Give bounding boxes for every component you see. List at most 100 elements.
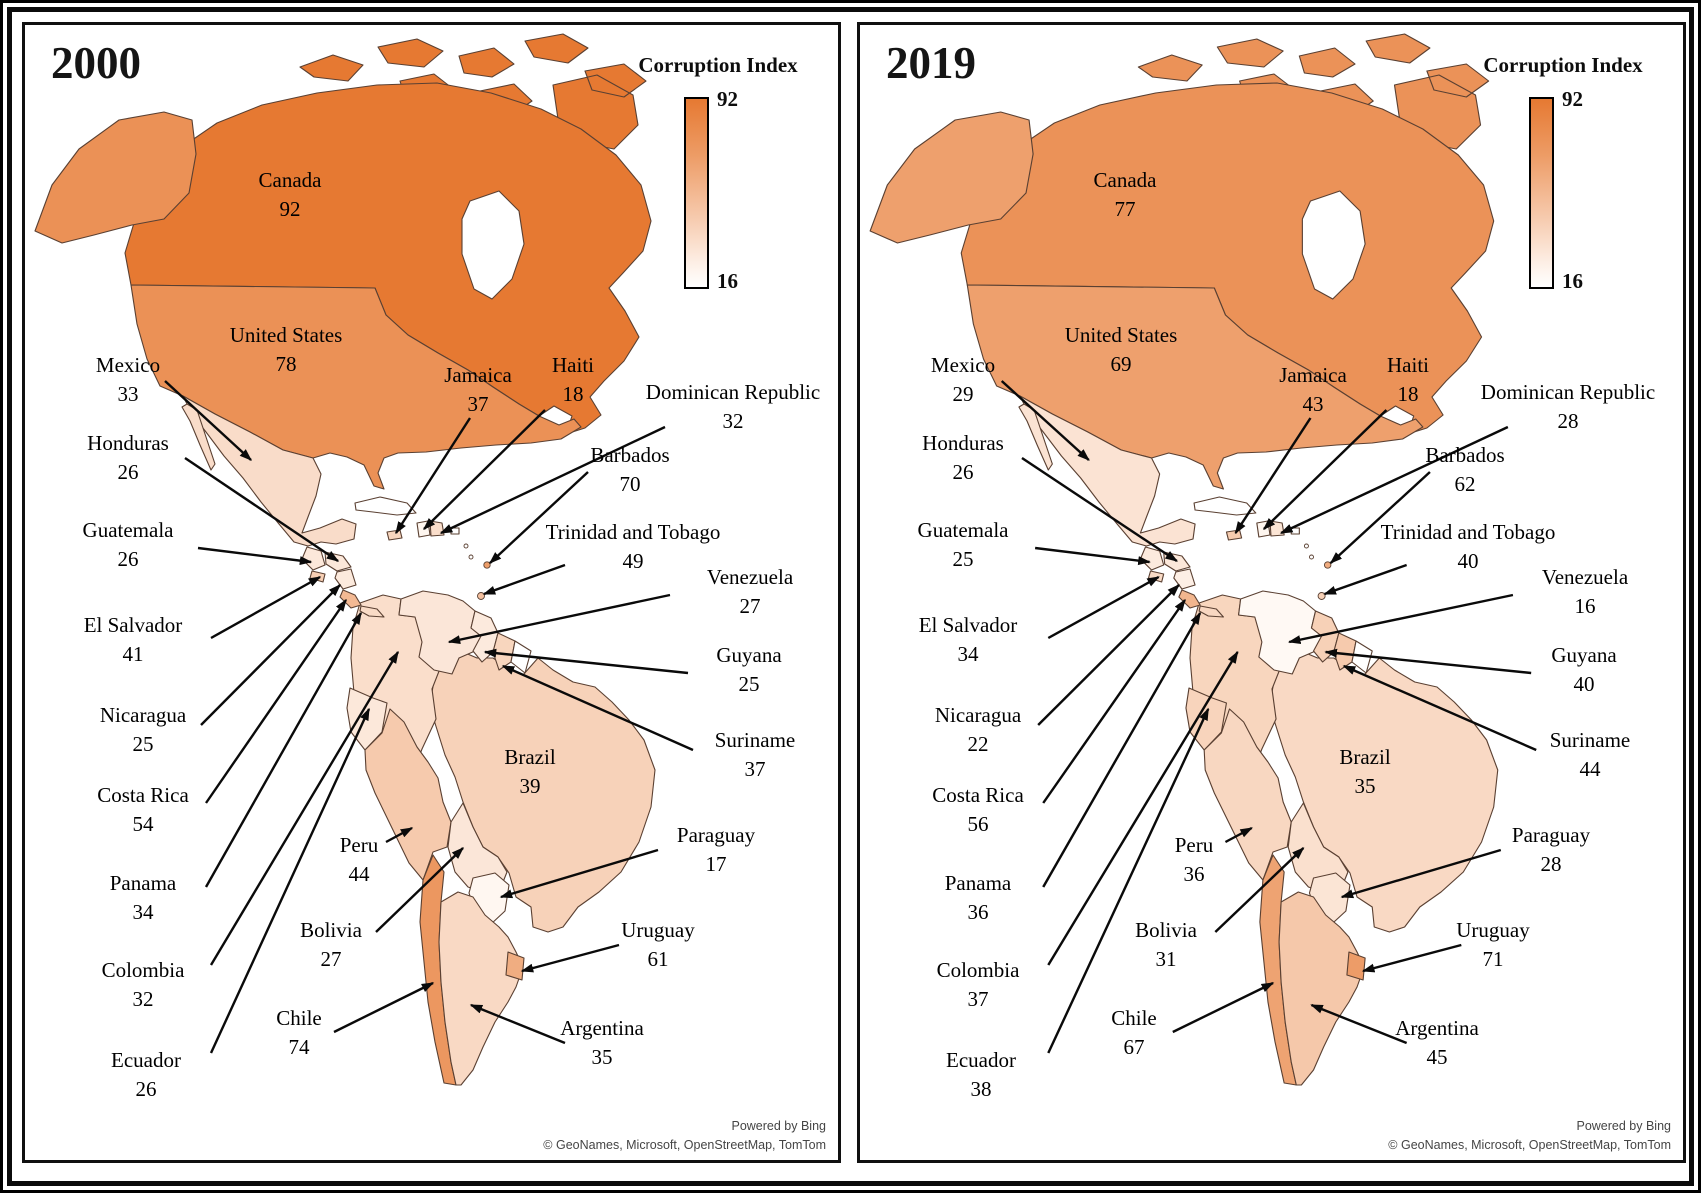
arrow-guatemala [1034, 546, 1151, 566]
arrow-trinidad-and-tobago [1323, 563, 1408, 596]
arrow-dominican-republic [439, 425, 666, 535]
country-shape-alaska [34, 111, 197, 244]
arrow-honduras [184, 457, 340, 562]
arrow-peru [1224, 826, 1253, 844]
arrow-trinidad-and-tobago [482, 563, 566, 596]
nodata-shape-cuba [354, 496, 417, 516]
legend-max-label: 92 [1562, 87, 1583, 111]
arrow-bolivia [1214, 847, 1305, 933]
map-container [860, 25, 1683, 1160]
nodata-shape-hudson-bay [461, 190, 525, 300]
country-shape-barbados [1323, 561, 1332, 569]
arrow-argentina [1310, 1003, 1408, 1045]
arrow-paraguay [499, 848, 659, 899]
arrow-venezuela [447, 593, 671, 645]
map-panel-2000: Canada 92 United States 78 Brazil 39 Mexico 33 H… [22, 22, 841, 1163]
attribution: Powered by Bing © GeoNames, Microsoft, O… [1388, 1117, 1671, 1155]
arrow-guatemala [197, 546, 313, 566]
arrow-panama [1042, 611, 1202, 888]
country-shape-bolivia [447, 802, 508, 893]
arrow-suriname [1342, 664, 1537, 752]
map-canvas [34, 33, 694, 1086]
map-panel-2019: Canada 77 United States 69 Brazil 35 Mexico 29 H… [857, 22, 1686, 1163]
country-shape-brazil [431, 631, 656, 933]
arrow-uruguay [1361, 943, 1462, 973]
arrow-barbados [489, 471, 589, 564]
arrow-suriname [501, 664, 694, 752]
arrow-panama [204, 611, 363, 888]
country-shape-mexico-mainland [1019, 395, 1196, 547]
arrow-costa-rica [1042, 598, 1186, 804]
arrow-guyana [483, 648, 689, 675]
legend: Corruption Index 92 16 [622, 53, 814, 303]
attribution-powered-by: Powered by Bing [731, 1119, 826, 1133]
arrow-honduras [1021, 457, 1178, 562]
country-shape-uruguay [505, 951, 525, 981]
legend-max-label: 92 [717, 87, 738, 111]
country-shape-venezuela [1238, 590, 1323, 675]
attribution: Powered by Bing © GeoNames, Microsoft, O… [543, 1117, 826, 1155]
arrow-chile [333, 981, 435, 1034]
year-label: 2000 [51, 38, 141, 88]
arrow-el-salvador [1047, 575, 1160, 640]
nodata-shape-antilles-2 [468, 554, 474, 560]
arrow-argentina [469, 1003, 566, 1045]
arrow-guyana [1324, 648, 1532, 675]
country-shape-jamaica [1225, 529, 1243, 541]
arrow-costa-rica [205, 598, 347, 804]
country-shape-nicaragua [334, 568, 357, 590]
country-shape-barbados [483, 561, 491, 569]
country-shape-argentina [1278, 891, 1365, 1086]
legend-title: Corruption Index [638, 53, 798, 77]
arrow-paraguay [1340, 848, 1502, 899]
arrow-peru [385, 826, 414, 844]
arrow-nicaragua [200, 584, 341, 726]
country-shape-alaska [869, 111, 1034, 244]
legend-colorbar [684, 97, 709, 289]
country-shape-bolivia [1287, 802, 1349, 893]
legend-min-label: 16 [1562, 269, 1583, 293]
nodata-shape-cuba [1193, 496, 1257, 516]
nodata-shape-antilles-1 [1303, 543, 1309, 549]
legend-title: Corruption Index [1483, 53, 1643, 77]
arrow-venezuela [1287, 593, 1514, 645]
legend-colorbar [1529, 97, 1554, 289]
country-shape-jamaica [386, 529, 403, 541]
country-shape-uruguay [1346, 951, 1366, 981]
arrow-colombia [1047, 650, 1239, 966]
map-container [25, 25, 838, 1160]
country-shape-panama [359, 605, 385, 618]
arrow-ecuador [1047, 707, 1210, 1054]
arrow-haiti [423, 409, 546, 530]
arrow-colombia [209, 650, 400, 966]
arrow-mexico [1000, 380, 1090, 461]
nodata-shape-hudson-bay [1301, 190, 1366, 300]
arrow-dominican-republic [1279, 425, 1509, 535]
country-shape-mexico-mainland [182, 395, 357, 547]
arrow-jamaica [394, 417, 472, 535]
attribution-powered-by: Powered by Bing [1576, 1119, 1671, 1133]
arrow-bolivia [375, 847, 464, 933]
arrow-uruguay [520, 943, 620, 973]
nodata-shape-antilles-2 [1309, 554, 1314, 560]
country-shape-argentina [438, 891, 524, 1086]
arrow-ecuador [209, 707, 371, 1054]
arrow-jamaica [1234, 417, 1312, 535]
country-shape-mexico-baja [1018, 403, 1053, 471]
map-canvas [869, 33, 1537, 1086]
attribution-credits: © GeoNames, Microsoft, OpenStreetMap, To… [1388, 1138, 1671, 1152]
legend-min-label: 16 [717, 269, 738, 293]
country-shape-brazil [1271, 631, 1499, 933]
arrow-mexico [164, 380, 252, 461]
country-shape-nicaragua [1173, 568, 1196, 590]
country-shape-trinidad-and-tobago [1317, 592, 1326, 600]
nodata-shape-antilles-1 [463, 543, 469, 549]
legend: Corruption Index 92 16 [1467, 53, 1659, 303]
country-shape-panama [1198, 605, 1224, 618]
arrow-nicaragua [1037, 584, 1180, 726]
arrow-chile [1172, 981, 1275, 1034]
country-shape-venezuela [398, 590, 482, 675]
arrow-el-salvador [210, 575, 322, 640]
arrow-haiti [1262, 409, 1388, 530]
